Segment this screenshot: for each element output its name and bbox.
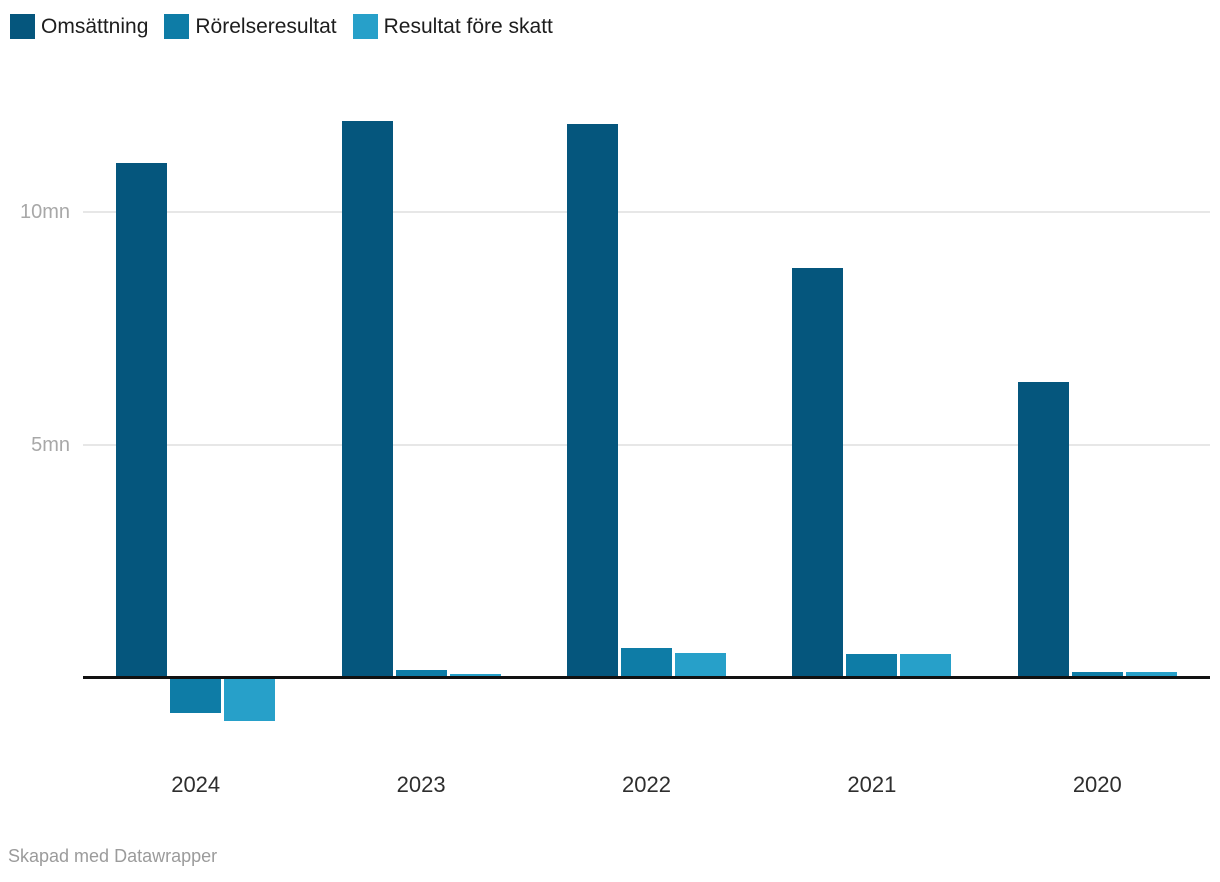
bar-2022-resultat-fore-skatt[interactable] bbox=[675, 652, 726, 677]
bar-2021-resultat-fore-skatt[interactable] bbox=[900, 653, 951, 677]
bar-2023-omsattning[interactable] bbox=[342, 121, 393, 677]
bar-2024-omsattning[interactable] bbox=[116, 163, 167, 677]
legend-swatch-icon bbox=[352, 14, 378, 39]
gridline-10mn bbox=[83, 211, 1210, 213]
bar-2020-omsattning[interactable] bbox=[1018, 381, 1069, 677]
bar-2023-rorelseresultat[interactable] bbox=[396, 670, 447, 677]
legend-label: Omsättning bbox=[41, 15, 149, 38]
y-tick-label-10mn: 10mn bbox=[19, 201, 70, 223]
legend-swatch-icon bbox=[164, 14, 190, 39]
datawrapper-credit-link[interactable]: Skapad med Datawrapper bbox=[8, 846, 218, 866]
x-axis-line bbox=[83, 676, 1210, 679]
x-tick-label-2023: 2023 bbox=[396, 772, 446, 797]
y-tick-label-5mn: 5mn bbox=[31, 433, 70, 456]
bar-2024-resultat-fore-skatt[interactable] bbox=[224, 677, 275, 722]
x-tick-label-2024: 2024 bbox=[171, 772, 221, 797]
gridline-5mn bbox=[83, 443, 1210, 446]
legend-item-omsattning: Omsättning bbox=[10, 14, 148, 39]
bar-2022-rorelseresultat[interactable] bbox=[621, 648, 672, 677]
bar-2023-resultat-fore-skatt[interactable] bbox=[450, 673, 501, 677]
legend-item-resultat-fore-skatt: Resultat före skatt bbox=[352, 14, 553, 39]
legend-swatch-icon bbox=[10, 14, 35, 39]
bar-2020-resultat-fore-skatt[interactable] bbox=[1126, 671, 1177, 677]
bar-2021-omsattning[interactable] bbox=[792, 267, 843, 677]
bar-2020-rorelseresultat[interactable] bbox=[1072, 671, 1123, 677]
legend-label: Rörelseresultat bbox=[195, 15, 337, 38]
bar-2024-rorelseresultat[interactable] bbox=[170, 677, 221, 714]
x-tick-label-2020: 2020 bbox=[1072, 772, 1122, 797]
x-tick-label-2022: 2022 bbox=[622, 772, 671, 797]
legend-item-rorelseresultat: Rörelseresultat bbox=[164, 14, 337, 39]
legend-label: Resultat före skatt bbox=[383, 15, 553, 38]
x-tick-label-2021: 2021 bbox=[847, 772, 897, 797]
bar-2021-rorelseresultat[interactable] bbox=[846, 653, 897, 677]
legend: Omsättning Rörelseresultat Resultat före s… bbox=[10, 14, 553, 39]
bar-2022-omsattning[interactable] bbox=[567, 123, 618, 677]
